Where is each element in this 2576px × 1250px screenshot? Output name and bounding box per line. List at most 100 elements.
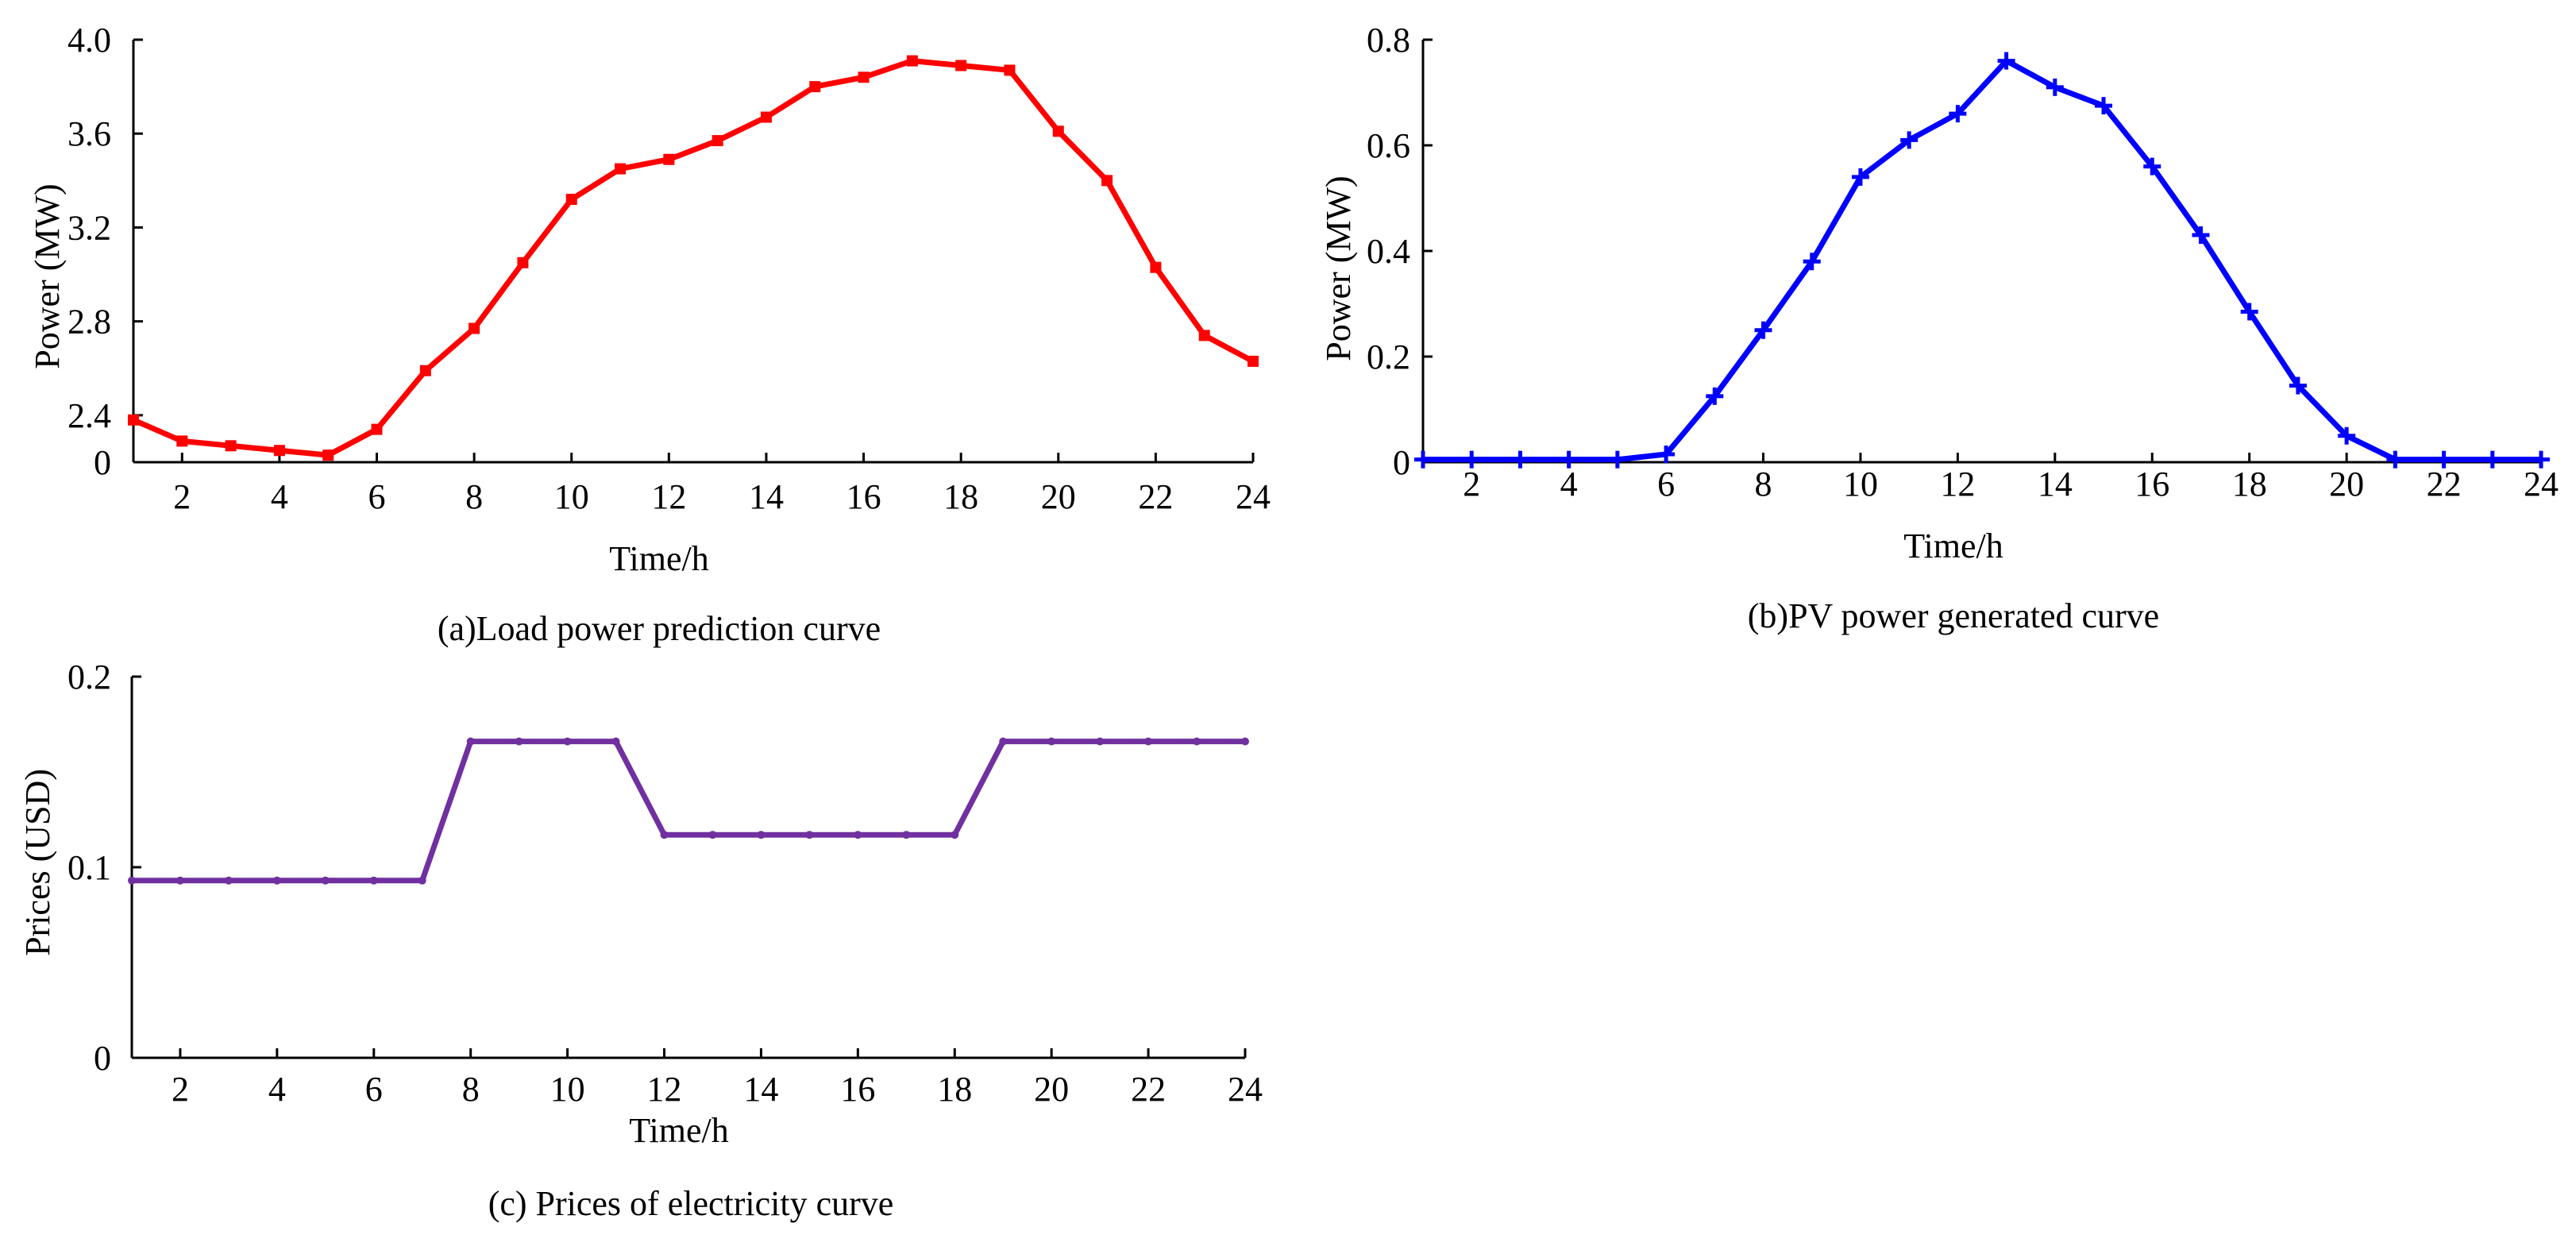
- pv-data-point: [1657, 446, 1676, 464]
- load-data-point: [225, 440, 237, 452]
- load-data-point: [711, 135, 723, 147]
- price-x-tick-label: 6: [365, 1070, 383, 1109]
- pv-x-tick-label: 22: [2427, 465, 2462, 503]
- load-data-point: [469, 322, 480, 334]
- pv-x-tick-label: 2: [1463, 465, 1480, 503]
- pv-x-tick-label: 8: [1755, 465, 1772, 503]
- price-x-tick-label: 16: [840, 1070, 875, 1109]
- pv-y-tick-label: 0: [1393, 443, 1410, 482]
- load-caption: (a)Load power prediction curve: [438, 609, 881, 648]
- load-data-point: [615, 163, 627, 175]
- pv-y-tick-label: 0.6: [1367, 126, 1410, 165]
- load-data-point: [517, 257, 529, 268]
- load-y-tick-label: 2.4: [67, 396, 111, 435]
- pv-data-point: [2483, 450, 2501, 469]
- load-series-line: [130, 58, 1256, 458]
- price-x-tick-label: 8: [462, 1070, 480, 1109]
- price-data-point: [272, 876, 281, 885]
- load-data-point: [176, 435, 188, 447]
- price-data-point: [369, 876, 378, 885]
- price-data-point: [999, 737, 1008, 746]
- load-x-tick-label: 12: [651, 477, 686, 516]
- price-data-point: [1193, 737, 1201, 746]
- pv-x-tick-label: 6: [1657, 465, 1675, 503]
- pv-x-tick-label: 10: [1843, 465, 1878, 503]
- price-y-tick-label: 0.2: [67, 658, 111, 696]
- pv-x-tick-label: 20: [2329, 465, 2364, 503]
- load-x-axis-label: Time/h: [609, 539, 709, 578]
- pv-data-point: [1608, 450, 1626, 469]
- load-y-axis-label: Power (MW): [28, 183, 67, 368]
- pv-data-point: [1560, 450, 1578, 469]
- load-x-tick-label: 16: [846, 477, 881, 516]
- price-x-axis-label: Time/h: [629, 1111, 729, 1150]
- load-data-point: [1052, 125, 1064, 137]
- load-x-tick-label: 10: [554, 477, 589, 516]
- pv-series-line: [1420, 58, 2544, 463]
- price-data-point: [466, 737, 475, 746]
- price-data-point: [224, 876, 233, 885]
- pv-data-point: [2338, 426, 2356, 445]
- pv-data-point: [1997, 52, 2015, 70]
- price-data-point: [805, 831, 814, 839]
- pv-data-point: [2435, 450, 2453, 469]
- pv-x-tick-label: 14: [2038, 465, 2073, 503]
- price-data-point: [708, 831, 717, 839]
- load-x-tick-label: 18: [943, 477, 978, 516]
- price-x-tick-label: 18: [937, 1070, 972, 1109]
- pv-data-point: [2289, 376, 2307, 395]
- load-y-tick-label: 2.8: [67, 303, 111, 341]
- pv-y-tick-label: 0.4: [1367, 232, 1410, 271]
- pv-x-tick-label: 4: [1560, 465, 1578, 503]
- pv-data-point: [2046, 78, 2064, 96]
- pv-data-point: [1754, 321, 1772, 339]
- price-x-tick-label: 4: [268, 1070, 286, 1109]
- load-y-tick-label: 3.6: [67, 114, 111, 153]
- pv-x-axis-label: Time/h: [1903, 527, 2003, 565]
- load-x-tick-label: 20: [1041, 477, 1076, 516]
- price-data-point: [1144, 737, 1153, 746]
- price-data-point: [515, 737, 523, 746]
- load-data-point: [371, 423, 383, 435]
- price-series-line: [129, 739, 1248, 884]
- pv-data-point: [1463, 450, 1481, 469]
- price-x-tick-label: 10: [550, 1070, 585, 1109]
- pv-data-point: [2386, 450, 2404, 469]
- price-data-point: [1047, 737, 1056, 746]
- pv-y-tick-label: 0.2: [1367, 338, 1410, 376]
- pv-data-point: [1414, 450, 1432, 469]
- load-y-tick-label: 4.0: [67, 21, 111, 60]
- pv-y-axis-label: Power (MW): [1319, 176, 1358, 361]
- price-data-point: [951, 831, 959, 839]
- load-x-tick-label: 22: [1138, 477, 1173, 516]
- pv-x-tick-label: 12: [1940, 465, 1975, 503]
- price-data-point: [563, 737, 572, 746]
- load-data-point: [273, 445, 285, 457]
- load-data-point: [322, 449, 334, 461]
- pv-x-tick-label: 18: [2232, 465, 2267, 503]
- pv-data-point: [1949, 105, 1967, 123]
- load-x-tick-label: 8: [465, 477, 483, 516]
- price-data-point: [611, 737, 620, 746]
- price-x-tick-label: 14: [743, 1070, 778, 1109]
- pv-data-point: [1706, 387, 1724, 405]
- price-data-point: [1096, 737, 1105, 746]
- load-data-point: [419, 365, 431, 376]
- pv-data-point: [1803, 253, 1821, 271]
- load-data-point: [1004, 64, 1016, 76]
- pv-data-point: [1851, 168, 1869, 186]
- pv-x-tick-label: 16: [2134, 465, 2169, 503]
- price-y-axis-label: Prices (USD): [18, 769, 57, 956]
- pv-data-point: [2532, 450, 2550, 469]
- pv-data-point: [1511, 450, 1529, 469]
- load-data-point: [1248, 355, 1259, 367]
- load-data-point: [565, 193, 577, 205]
- pv-y-tick-label: 0.8: [1367, 21, 1410, 60]
- load-x-tick-label: 4: [271, 477, 288, 516]
